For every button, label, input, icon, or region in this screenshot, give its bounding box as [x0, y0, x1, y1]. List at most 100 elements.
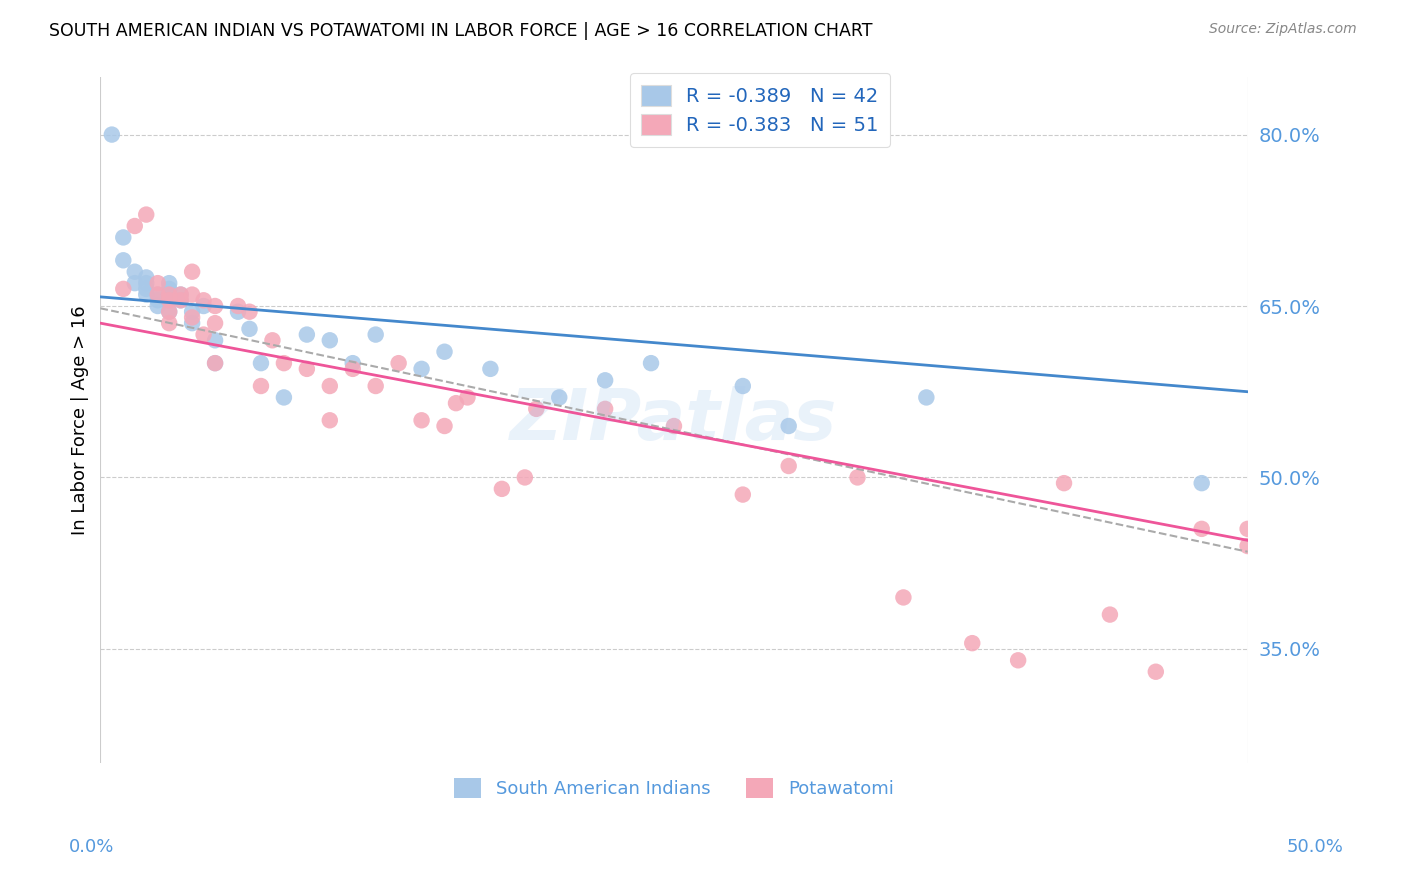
Point [778, 458, 800, 473]
Point [846, 470, 869, 484]
Text: ZIPatlas: ZIPatlas [510, 386, 838, 455]
Point [456, 391, 478, 405]
Point [157, 276, 180, 290]
Point [1144, 665, 1167, 679]
Point [135, 208, 157, 222]
Point [262, 333, 284, 347]
Point [181, 265, 204, 279]
Point [433, 419, 456, 434]
Text: 0.0%: 0.0% [69, 838, 114, 856]
Point [124, 276, 146, 290]
Point [962, 636, 984, 650]
Point [135, 287, 157, 301]
Point [250, 379, 273, 393]
Point [731, 379, 754, 393]
Point [364, 379, 387, 393]
Point [112, 230, 135, 244]
Text: SOUTH AMERICAN INDIAN VS POTAWATOMI IN LABOR FORCE | AGE > 16 CORRELATION CHART: SOUTH AMERICAN INDIAN VS POTAWATOMI IN L… [49, 22, 873, 40]
Point [157, 287, 180, 301]
Point [273, 356, 295, 370]
Point [135, 276, 157, 290]
Point [146, 276, 169, 290]
Point [342, 362, 364, 376]
Point [204, 299, 226, 313]
Point [193, 293, 215, 308]
Point [226, 304, 249, 318]
Point [1191, 476, 1213, 491]
Point [640, 356, 662, 370]
Point [112, 253, 135, 268]
Point [444, 396, 467, 410]
Point [479, 362, 502, 376]
Point [364, 327, 387, 342]
Point [101, 128, 124, 142]
Point [204, 333, 226, 347]
Point [778, 419, 800, 434]
Point [433, 344, 456, 359]
Point [593, 401, 616, 416]
Point [157, 316, 180, 330]
Point [204, 356, 226, 370]
Point [1236, 539, 1258, 553]
Point [204, 356, 226, 370]
Point [513, 470, 536, 484]
Legend: South American Indians, Potawatomi: South American Indians, Potawatomi [447, 772, 901, 805]
Point [181, 287, 204, 301]
Point [146, 287, 169, 301]
Point [1098, 607, 1121, 622]
Point [295, 327, 318, 342]
Point [193, 299, 215, 313]
Point [124, 265, 146, 279]
Point [319, 379, 342, 393]
Point [157, 304, 180, 318]
Point [319, 413, 342, 427]
Point [169, 293, 191, 308]
Point [295, 362, 318, 376]
Point [146, 293, 169, 308]
Point [1236, 522, 1258, 536]
Text: 50.0%: 50.0% [1286, 838, 1343, 856]
Point [411, 413, 433, 427]
Point [1191, 522, 1213, 536]
Point [157, 282, 180, 296]
Point [124, 219, 146, 233]
Point [181, 310, 204, 325]
Point [319, 333, 342, 347]
Point [238, 322, 260, 336]
Point [204, 316, 226, 330]
Point [169, 287, 191, 301]
Point [491, 482, 513, 496]
Point [146, 287, 169, 301]
Point [112, 282, 135, 296]
Point [238, 304, 260, 318]
Point [157, 304, 180, 318]
Point [388, 356, 411, 370]
Point [524, 401, 547, 416]
Point [915, 391, 938, 405]
Point [157, 287, 180, 301]
Point [169, 293, 191, 308]
Point [662, 419, 685, 434]
Point [135, 270, 157, 285]
Point [731, 487, 754, 501]
Point [146, 299, 169, 313]
Point [157, 293, 180, 308]
Point [250, 356, 273, 370]
Point [157, 293, 180, 308]
Point [135, 282, 157, 296]
Point [181, 304, 204, 318]
Point [273, 391, 295, 405]
Point [1007, 653, 1029, 667]
Point [593, 373, 616, 387]
Point [342, 356, 364, 370]
Point [193, 327, 215, 342]
Text: Source: ZipAtlas.com: Source: ZipAtlas.com [1209, 22, 1357, 37]
Point [1053, 476, 1076, 491]
Point [411, 362, 433, 376]
Point [169, 287, 191, 301]
Y-axis label: In Labor Force | Age > 16: In Labor Force | Age > 16 [72, 305, 89, 535]
Point [181, 316, 204, 330]
Point [548, 391, 571, 405]
Point [226, 299, 249, 313]
Point [893, 591, 915, 605]
